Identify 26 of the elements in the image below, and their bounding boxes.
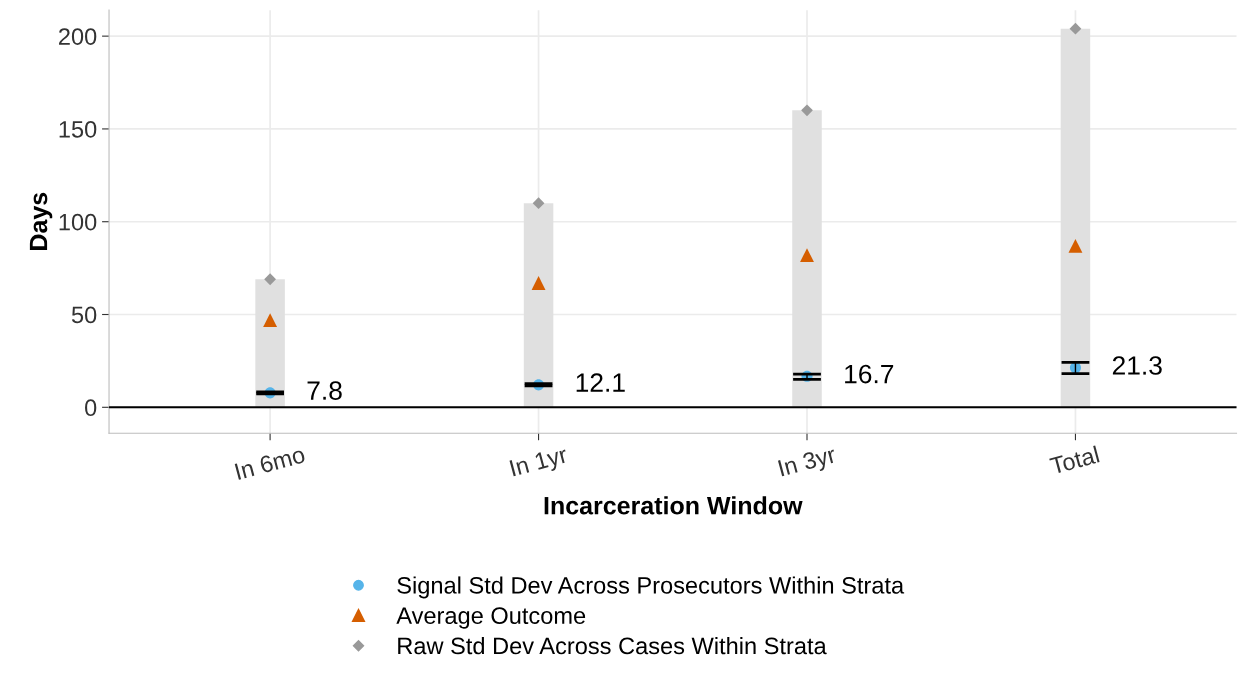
x-tick-label: In 1yr [509,446,570,482]
x-tick-label: In 3yr [777,445,838,482]
point [1068,238,1083,253]
y-tick-label: 100 [59,213,97,231]
y-tick-label: 50 [71,306,97,324]
point [531,276,546,290]
data-label: 12.1 [576,373,625,392]
y-tick-label: 200 [59,28,97,45]
point [801,104,813,117]
point [532,197,545,210]
x-tick-label: In 6mo [234,445,306,480]
point [1069,22,1082,35]
y-tick-label: 0 [85,399,97,417]
data-label: 21.3 [1112,356,1162,375]
legend-label: Signal Std Dev Across Prosecutors Within Strata [397,576,905,599]
x-tick-label: Total [1049,445,1100,475]
data-label: 16.7 [845,364,894,384]
legend-label: Average Outcome [396,607,586,629]
point [800,248,814,263]
y-axis-title: Days [29,192,53,250]
x-axis-title: Incarceration Window [544,496,803,515]
point [263,313,278,328]
point [264,273,276,286]
data-label: 7.8 [307,381,342,400]
y-tick-label: 150 [59,121,97,138]
legend-label: Raw Std Dev Across Cases Within Strata [398,636,827,655]
